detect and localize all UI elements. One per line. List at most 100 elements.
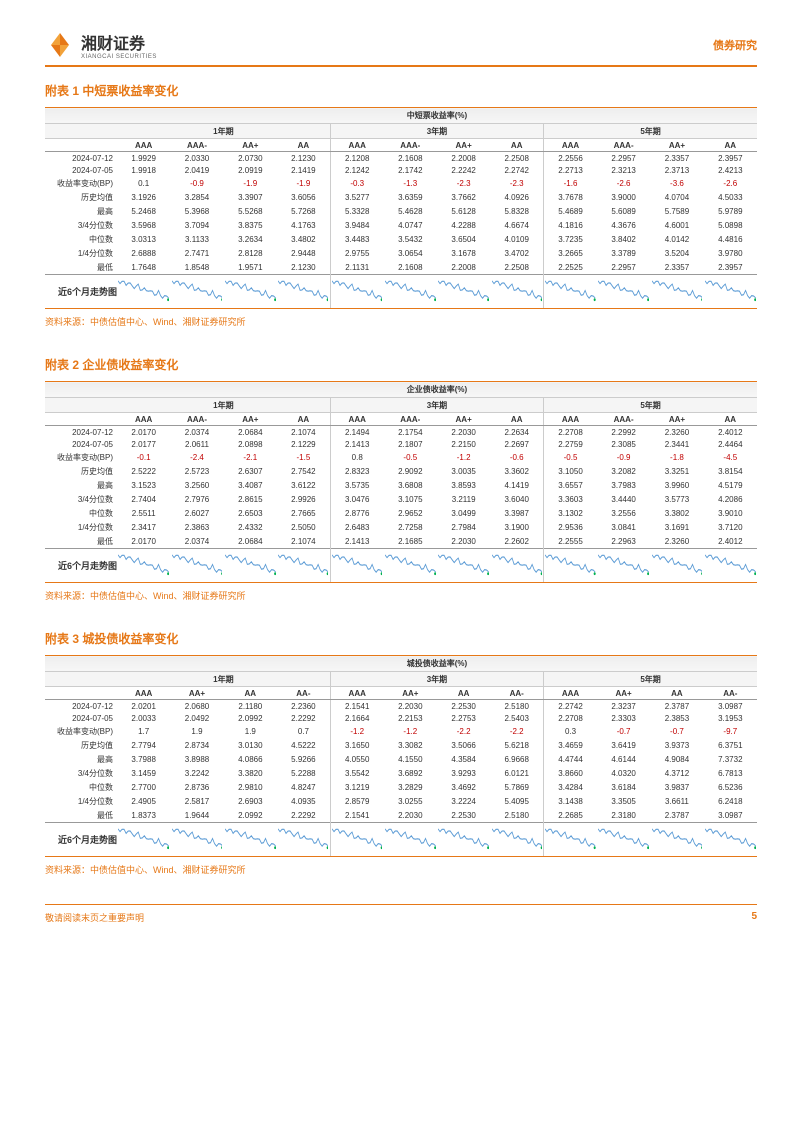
data-cell: -2.2 <box>490 724 543 738</box>
rating-header: AA+ <box>437 413 490 426</box>
sparkline-cell <box>384 275 437 309</box>
rating-header: AAA <box>117 413 170 426</box>
rating-header: AA+ <box>224 139 277 152</box>
data-cell: 4.9084 <box>650 752 703 766</box>
data-cell: 2.4905 <box>117 794 170 808</box>
data-cell: 3.1650 <box>330 738 383 752</box>
rating-header: AAA <box>330 413 383 426</box>
data-cell: 2.3863 <box>170 520 223 534</box>
row-label: 1/4分位数 <box>45 520 117 534</box>
row-label: 3/4分位数 <box>45 492 117 506</box>
data-cell: 2.6307 <box>224 464 277 478</box>
data-cell: 2.0374 <box>170 534 223 549</box>
data-cell: 2.3787 <box>650 700 703 713</box>
data-cell: -0.5 <box>384 450 437 464</box>
data-cell: 3.1678 <box>437 246 490 260</box>
row-label: 中位数 <box>45 232 117 246</box>
data-cell: 4.2086 <box>704 492 757 506</box>
data-cell: 2.3085 <box>597 438 650 450</box>
data-cell: 2.0201 <box>117 700 170 713</box>
data-cell: 3.6040 <box>490 492 543 506</box>
row-label: 历史均值 <box>45 464 117 478</box>
data-cell: 2.5050 <box>277 520 330 534</box>
rating-header: AA <box>650 687 703 700</box>
data-cell: 5.3328 <box>330 204 383 218</box>
data-cell: 3.2854 <box>170 190 223 204</box>
sparkline-cell <box>704 549 757 583</box>
data-cell: 2.0898 <box>224 438 277 450</box>
data-cell: 5.7869 <box>490 780 543 794</box>
data-cell: 2.9755 <box>330 246 383 260</box>
data-cell: 3.9010 <box>704 506 757 520</box>
data-cell: 2.5222 <box>117 464 170 478</box>
data-cell: 4.0935 <box>277 794 330 808</box>
sparkline-cell <box>490 549 543 583</box>
row-label: 最低 <box>45 534 117 549</box>
data-cell: 2.1180 <box>224 700 277 713</box>
data-cell: 3.2665 <box>544 246 597 260</box>
sparkline-cell <box>544 275 597 309</box>
data-cell: 2.3260 <box>650 534 703 549</box>
data-cell: 4.3712 <box>650 766 703 780</box>
data-cell: 4.1550 <box>384 752 437 766</box>
data-cell: 3.0987 <box>704 808 757 823</box>
data-cell: 2.1074 <box>277 534 330 549</box>
data-cell: 3.6359 <box>384 190 437 204</box>
data-cell: 5.7589 <box>650 204 703 218</box>
data-cell: 2.9448 <box>277 246 330 260</box>
row-label: 2024-07-05 <box>45 164 117 176</box>
data-cell: 2.0170 <box>117 426 170 439</box>
rating-header: AAA <box>544 413 597 426</box>
data-cell: 3.3603 <box>544 492 597 506</box>
data-cell: 2.0680 <box>170 700 223 713</box>
data-cell: 4.6144 <box>597 752 650 766</box>
rating-header: AAA <box>544 687 597 700</box>
data-cell: 2.2030 <box>437 534 490 549</box>
rating-header: AA+ <box>224 413 277 426</box>
data-cell: 3.2829 <box>384 780 437 794</box>
data-cell: 2.5723 <box>170 464 223 478</box>
data-cell: 2.9092 <box>384 464 437 478</box>
data-cell: -0.1 <box>117 450 170 464</box>
rating-header: AAA- <box>597 413 650 426</box>
data-cell: 0.3 <box>544 724 597 738</box>
data-cell: 1.9 <box>170 724 223 738</box>
data-cell: 4.0320 <box>597 766 650 780</box>
data-cell: 2.3213 <box>597 164 650 176</box>
data-cell: 2.3417 <box>117 520 170 534</box>
data-cell: 5.4689 <box>544 204 597 218</box>
data-cell: 3.1050 <box>544 464 597 478</box>
sparkline-cell <box>704 275 757 309</box>
sparkline-cell <box>117 549 170 583</box>
data-cell: 2.3441 <box>650 438 703 450</box>
data-cell: 2.3957 <box>704 260 757 275</box>
data-cell: 3.9293 <box>437 766 490 780</box>
data-cell: 2.1131 <box>330 260 383 275</box>
data-cell: -1.2 <box>384 724 437 738</box>
section-title: 附表 1 中短票收益率变化 <box>45 82 757 99</box>
data-cell: 3.6419 <box>597 738 650 752</box>
report-category: 债券研究 <box>713 37 757 53</box>
data-cell: 3.7983 <box>597 478 650 492</box>
data-cell: 2.1608 <box>384 152 437 165</box>
brand-name-en: XIANGCAI SECURITIES <box>81 54 157 60</box>
data-cell: 3.2119 <box>437 492 490 506</box>
sparkline-cell <box>597 275 650 309</box>
brand-name-cn: 湘财证券 <box>81 30 157 54</box>
sparkline-cell <box>330 549 383 583</box>
data-cell: 4.8247 <box>277 780 330 794</box>
sparkline-cell <box>117 275 170 309</box>
footer-page-number: 5 <box>751 911 757 924</box>
data-cell: 2.2030 <box>384 700 437 713</box>
data-cell: 3.9960 <box>650 478 703 492</box>
data-cell: 2.5180 <box>490 808 543 823</box>
data-cell: -0.6 <box>490 450 543 464</box>
data-cell: 3.1133 <box>170 232 223 246</box>
data-table: 城投债收益率(%)1年期3年期5年期AAAAA+AAAA-AAAAA+AAAA-… <box>45 655 757 857</box>
trend-label: 近6个月走势图 <box>45 275 117 309</box>
data-cell: 1.8373 <box>117 808 170 823</box>
data-cell: 3.1075 <box>384 492 437 506</box>
footer-disclaimer: 敬请阅读末页之重要声明 <box>45 911 144 924</box>
term-header: 5年期 <box>544 672 757 687</box>
sparkline-cell <box>650 275 703 309</box>
